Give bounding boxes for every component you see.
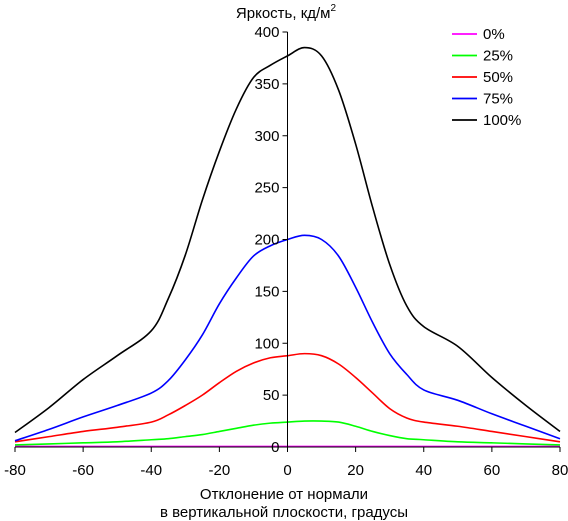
- y-tick-label: 350: [254, 76, 279, 93]
- x-axis-title-line-1: Отклонение от нормали: [200, 486, 368, 503]
- x-axis-title-line-2: в вертикальной плоскости, градусы: [160, 504, 408, 521]
- y-axis-title: Яркость, кд/м2: [236, 3, 337, 22]
- y-tick-label: 400: [254, 24, 279, 41]
- y-axis-title-superscript: 2: [331, 3, 337, 14]
- y-tick-label: 250: [254, 180, 279, 197]
- legend: 0% 25% 50% 75% 100%: [452, 26, 521, 129]
- x-tick-label: 0: [283, 462, 291, 479]
- x-tick-label: -20: [209, 462, 231, 479]
- x-tick-label: 80: [552, 462, 568, 479]
- y-tick-label: 150: [254, 283, 279, 300]
- x-tick-label: 40: [415, 462, 432, 479]
- y-tick-label: 0: [271, 439, 279, 456]
- ticks-layer: -80 -60 -40 -20 0 20 40 60 80 0 50 100 150 200 250 300 3…: [4, 24, 568, 479]
- x-tick-label: -40: [140, 462, 162, 479]
- x-tick-label: 20: [347, 462, 364, 479]
- legend-label: 0%: [483, 26, 505, 43]
- legend-label: 100%: [483, 112, 521, 129]
- y-tick-label: 300: [254, 128, 279, 145]
- legend-label: 50%: [483, 69, 513, 86]
- y-tick-label: 50: [263, 387, 280, 404]
- x-tick-label: -80: [4, 462, 26, 479]
- y-tick-label: 200: [254, 232, 279, 249]
- y-tick-label: 100: [254, 335, 279, 352]
- legend-label: 25%: [483, 48, 513, 65]
- legend-label: 75%: [483, 91, 513, 108]
- x-tick-label: -60: [72, 462, 94, 479]
- x-tick-label: 60: [484, 462, 501, 479]
- y-axis-title-main: Яркость, кд/м: [236, 5, 331, 22]
